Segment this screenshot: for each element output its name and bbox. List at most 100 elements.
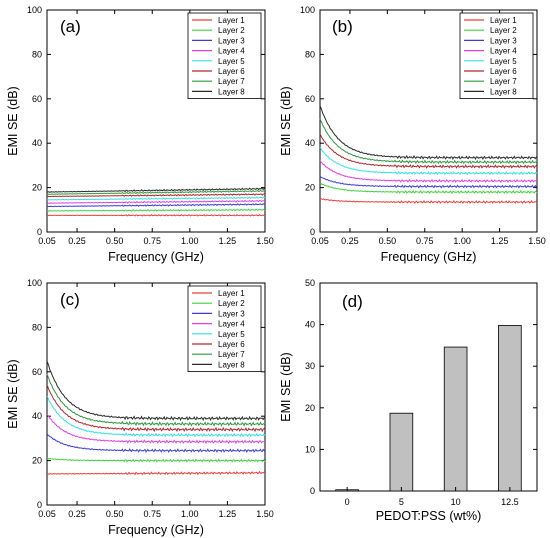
y-tick-label: 20 xyxy=(32,183,42,193)
legend-label: Layer 4 xyxy=(218,320,245,329)
legend-label: Layer 5 xyxy=(218,330,245,339)
plot-frame xyxy=(319,282,538,492)
x-tick-label: 0 xyxy=(345,497,350,507)
series-line-4 xyxy=(47,199,266,204)
legend-label: Layer 7 xyxy=(490,77,517,86)
panel-tag: (b) xyxy=(332,17,353,36)
y-tick-label: 80 xyxy=(32,49,42,59)
x-axis-label: Frequency (GHz) xyxy=(381,250,477,264)
x-tick-label: 1.25 xyxy=(491,236,509,246)
x-tick-label: 1.25 xyxy=(219,509,237,519)
series-line-7 xyxy=(319,118,538,165)
series-line-1 xyxy=(46,470,266,476)
legend-label: Layer 7 xyxy=(218,77,245,86)
chart-panel-2: 0 20 40 60 80 100 EMI SE (dB) Frequency (GHz) (c… xyxy=(6,278,274,537)
x-axis-label: PEDOT:PSS (wt%) xyxy=(376,509,482,523)
y-axis-label: EMI SE (dB) xyxy=(279,86,293,155)
legend-label: Layer 2 xyxy=(490,26,517,35)
chart-panel-1: 0 20 40 60 80 100 EMI SE (dB) Frequency (GHz) (b… xyxy=(279,5,546,264)
series-line-4 xyxy=(46,413,266,445)
x-tick-label: 0.25 xyxy=(68,236,86,246)
legend-label: Layer 8 xyxy=(218,360,245,369)
x-tick-label: 0.05 xyxy=(38,509,56,519)
bar xyxy=(498,325,522,492)
legend-box xyxy=(187,285,262,372)
series-line-3 xyxy=(319,175,538,189)
x-tick-label: 0.25 xyxy=(68,509,86,519)
x-tick-label: 0.05 xyxy=(38,236,56,246)
legend-label: Layer 8 xyxy=(218,87,245,96)
legend-label: Layer 5 xyxy=(218,57,245,66)
x-tick-label: 1.00 xyxy=(181,236,199,246)
x-tick-label: 5 xyxy=(399,497,404,507)
series-line-1 xyxy=(47,214,266,217)
series-line-8 xyxy=(46,360,266,422)
series-line-8 xyxy=(319,105,538,160)
plot-frame xyxy=(46,9,266,233)
series-line-2 xyxy=(47,208,266,212)
series-line-4 xyxy=(319,160,538,183)
legend-label: Layer 1 xyxy=(218,289,245,298)
x-tick-label: 1.50 xyxy=(528,236,546,246)
y-tick-label: 80 xyxy=(305,49,315,59)
bar xyxy=(389,412,414,492)
y-tick-label: 80 xyxy=(32,322,42,332)
legend-label: Layer 3 xyxy=(218,309,245,318)
x-tick-label: 0.75 xyxy=(143,236,161,246)
y-tick-label: 60 xyxy=(32,94,42,104)
y-tick-label: 0 xyxy=(310,227,315,237)
y-tick-label: 40 xyxy=(32,411,42,421)
legend-label: Layer 6 xyxy=(490,67,517,76)
y-tick-label: 0 xyxy=(37,227,42,237)
plot-frame xyxy=(319,9,538,233)
legend-label: Layer 2 xyxy=(218,26,245,35)
series-line-2 xyxy=(46,457,266,463)
x-tick-label: 12.5 xyxy=(501,497,519,507)
x-tick-label: 0.75 xyxy=(143,509,161,519)
x-axis-label: Frequency (GHz) xyxy=(108,250,204,264)
plot-frame xyxy=(46,282,266,506)
legend-label: Layer 3 xyxy=(218,36,245,45)
y-tick-label: 100 xyxy=(300,5,315,15)
series-line-6 xyxy=(46,193,266,198)
y-tick-label: 40 xyxy=(305,320,315,330)
series-line-1 xyxy=(320,198,538,205)
x-tick-label: 10 xyxy=(451,497,461,507)
y-tick-label: 100 xyxy=(27,278,42,288)
x-tick-label: 1.25 xyxy=(219,236,237,246)
series-line-2 xyxy=(319,182,538,195)
y-axis-label: EMI SE (dB) xyxy=(279,352,293,421)
panel-tag: (a) xyxy=(60,17,81,36)
y-tick-label: 20 xyxy=(305,183,315,193)
legend-label: Layer 3 xyxy=(490,36,517,45)
series-line-6 xyxy=(46,384,266,433)
bar xyxy=(443,346,468,492)
y-axis-label: EMI SE (dB) xyxy=(6,86,20,155)
legend-label: Layer 2 xyxy=(218,299,245,308)
y-tick-label: 0 xyxy=(37,500,42,510)
x-tick-label: 0.50 xyxy=(106,509,124,519)
legend-label: Layer 5 xyxy=(490,57,517,66)
series-line-7 xyxy=(46,373,266,427)
x-tick-label: 0.25 xyxy=(341,236,359,246)
x-axis-label: Frequency (GHz) xyxy=(108,523,204,537)
y-tick-label: 100 xyxy=(27,5,42,15)
panel-tag: (d) xyxy=(342,292,363,311)
series-line-3 xyxy=(46,433,266,453)
series-line-5 xyxy=(46,396,266,438)
y-tick-label: 30 xyxy=(305,361,315,371)
x-tick-label: 1.00 xyxy=(181,509,199,519)
panel-tag: (c) xyxy=(60,290,80,309)
legend-label: Layer 4 xyxy=(490,47,517,56)
y-tick-label: 60 xyxy=(32,367,42,377)
y-tick-label: 40 xyxy=(305,138,315,148)
x-tick-label: 1.50 xyxy=(256,509,274,519)
legend-label: Layer 6 xyxy=(218,67,245,76)
series-line-6 xyxy=(319,133,538,169)
y-tick-label: 50 xyxy=(305,278,315,288)
chart-panel-0: 0 20 40 60 80 100 EMI SE (dB) Frequency (GHz) (a… xyxy=(6,5,274,264)
legend-label: Layer 8 xyxy=(490,87,517,96)
y-axis-label: EMI SE (dB) xyxy=(6,359,20,428)
legend-label: Layer 4 xyxy=(218,47,245,56)
